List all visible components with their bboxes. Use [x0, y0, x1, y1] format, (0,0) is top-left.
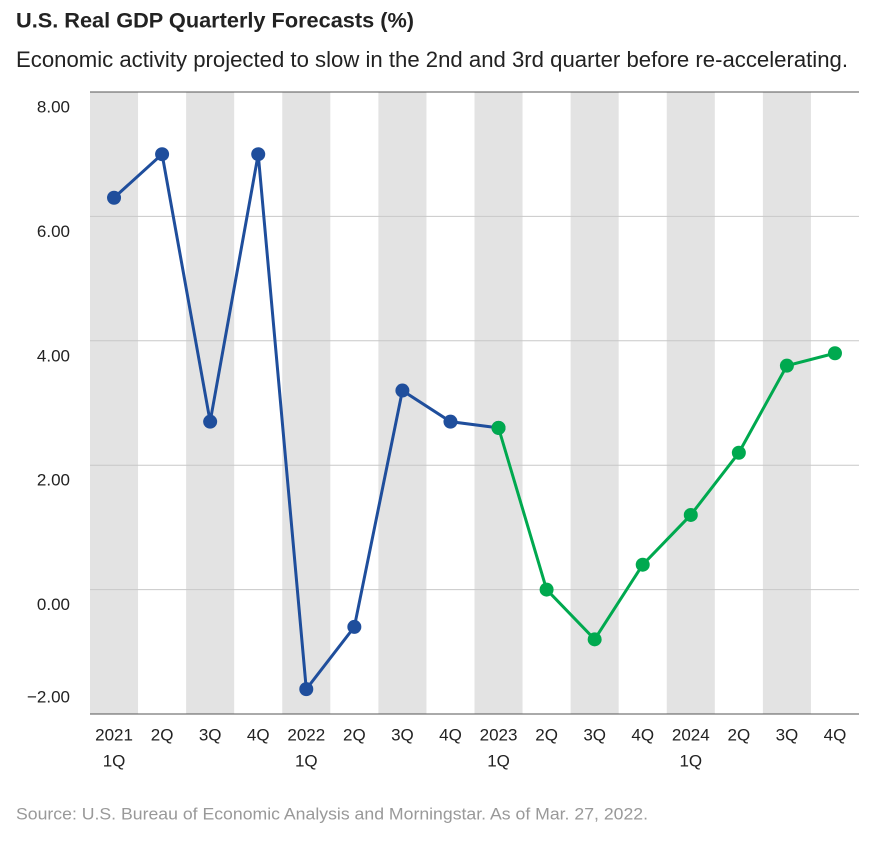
column-band: [474, 92, 523, 714]
series-line: [497, 351, 836, 642]
y-tick-label: 8.00: [37, 97, 70, 116]
data-point: [731, 445, 746, 460]
data-point: [827, 346, 842, 361]
column-band: [186, 92, 235, 714]
x-tick-label: 3Q: [583, 725, 606, 744]
data-point: [299, 682, 314, 697]
x-tick-label: 1Q: [679, 751, 702, 770]
y-tick-label: −2.00: [27, 687, 70, 706]
data-point: [251, 147, 266, 162]
data-point: [107, 190, 122, 205]
data-point: [635, 557, 650, 572]
x-tick-label: 3Q: [391, 725, 414, 744]
x-tick-label: 1Q: [103, 751, 126, 770]
x-tick-label: 4Q: [439, 725, 462, 744]
data-point: [203, 414, 218, 429]
y-tick-label: 4.00: [37, 346, 70, 365]
x-tick-label: 3Q: [199, 725, 222, 744]
x-tick-label: 2Q: [728, 725, 751, 744]
x-tick-label: 2Q: [343, 725, 366, 744]
data-point: [155, 147, 170, 162]
column-band: [762, 92, 811, 714]
x-tick-label: 4Q: [631, 725, 654, 744]
data-point: [587, 632, 602, 647]
data-point: [443, 414, 458, 429]
y-tick-label: 6.00: [37, 222, 70, 241]
data-point: [395, 383, 410, 398]
data-point: [683, 507, 698, 522]
chart-title: U.S. Real GDP Quarterly Forecasts (%): [16, 10, 414, 33]
x-tick-label: 2Q: [535, 725, 558, 744]
x-tick-label: 1Q: [487, 751, 510, 770]
x-tick-label: 4Q: [247, 725, 270, 744]
x-tick-label: 1Q: [295, 751, 318, 770]
chart-subtitle: Economic activity projected to slow in t…: [16, 47, 848, 72]
x-tick-label: 2Q: [151, 725, 174, 744]
column-band: [282, 92, 331, 714]
column-band: [570, 92, 619, 714]
column-band: [666, 92, 715, 714]
y-tick-label: 2.00: [37, 471, 70, 490]
data-point: [347, 619, 362, 634]
column-band: [378, 92, 427, 714]
data-point: [491, 420, 506, 435]
data-point: [539, 582, 554, 597]
source-note: Source: U.S. Bureau of Economic Analysis…: [16, 804, 648, 823]
x-tick-label: 2022: [287, 725, 325, 744]
x-tick-label: 4Q: [824, 725, 847, 744]
data-point: [779, 358, 794, 373]
y-tick-label: 0.00: [37, 595, 70, 614]
x-tick-label: 2021: [95, 725, 133, 744]
x-tick-label: 2024: [672, 725, 710, 744]
x-tick-label: 3Q: [776, 725, 799, 744]
x-tick-label: 2023: [480, 725, 518, 744]
column-band: [90, 92, 139, 714]
